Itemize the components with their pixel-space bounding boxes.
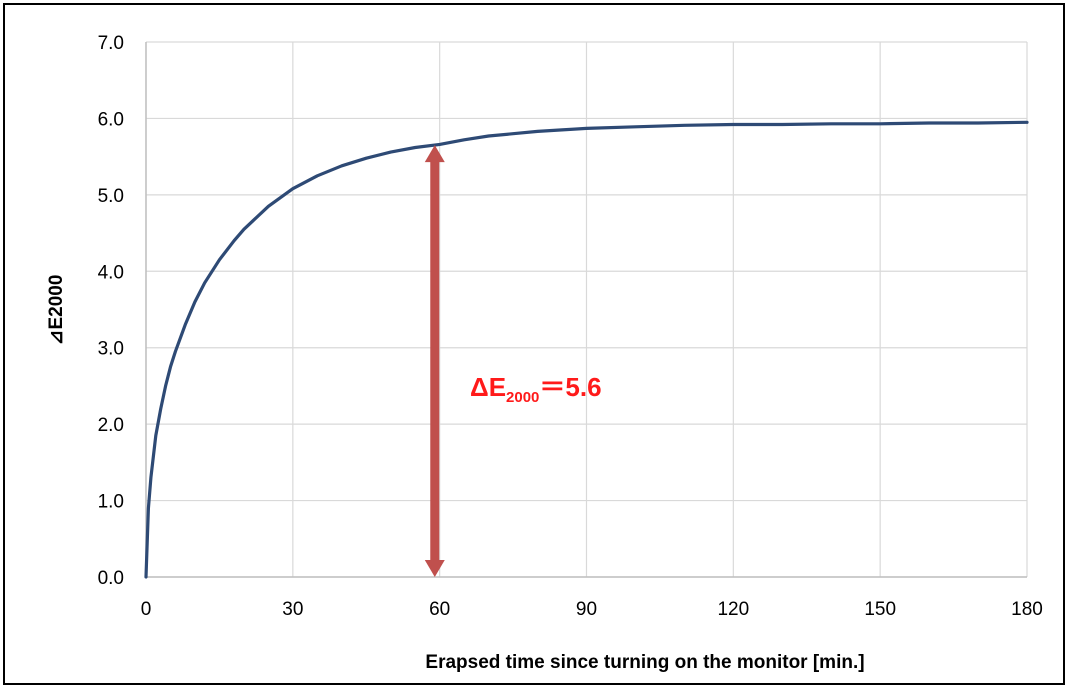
annotation-label: ΔE2000＝5.6 <box>470 372 602 406</box>
tick-labels: 0.0 1.0 2.0 3.0 4.0 5.0 6.0 7.0 0 30 60 90 120 150 180 <box>98 33 1043 620</box>
x-axis-title: Erapsed time since turning on the monito… <box>425 652 864 673</box>
y-tick-label: 1.0 <box>98 492 124 513</box>
y-tick-label: 5.0 <box>98 186 124 207</box>
annotation-value: ＝5.6 <box>539 372 601 402</box>
y-axis-title: ⊿E2000 <box>46 275 67 346</box>
x-tick-label: 90 <box>576 599 597 620</box>
x-tick-label: 120 <box>717 599 749 620</box>
series-layer <box>144 120 1029 579</box>
y-tick-label: 6.0 <box>98 109 124 130</box>
chart-frame <box>3 3 1065 685</box>
x-tick-label: 0 <box>141 599 152 620</box>
x-tick-label: 180 <box>1011 599 1043 620</box>
x-tick-label: 30 <box>282 599 303 620</box>
y-tick-label: 7.0 <box>98 33 124 54</box>
annotation-arrow-head-top <box>424 145 445 163</box>
annotation-subscript: 2000 <box>506 389 539 406</box>
y-tick-label: 2.0 <box>98 415 124 436</box>
annotation-layer: ΔE2000＝5.6 <box>424 145 602 577</box>
x-tick-label: 150 <box>864 599 896 620</box>
series-line <box>144 120 1029 579</box>
annotation-arrow-head-bottom <box>424 560 445 577</box>
y-tick-label: 3.0 <box>98 339 124 360</box>
x-tick-label: 60 <box>429 599 450 620</box>
grid-lines <box>145 41 1028 578</box>
annotation-delta: ΔE <box>470 372 506 402</box>
y-tick-label: 0.0 <box>98 568 124 589</box>
y-tick-label: 4.0 <box>98 262 124 283</box>
